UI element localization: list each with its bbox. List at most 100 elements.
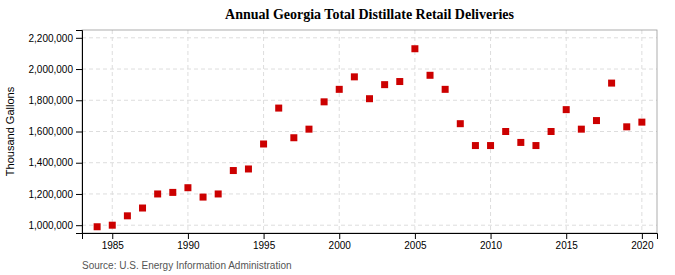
x-tick-mark [264,233,265,239]
point [245,165,252,172]
point [336,86,343,93]
point [578,126,585,133]
point [260,140,267,147]
y-tick-mark [76,69,82,70]
y-tick-label: 2,000,000 [29,64,74,75]
point [548,128,555,135]
point [608,80,615,87]
point [230,167,237,174]
x-tick: 2000 [329,233,352,251]
y-tick: 1,200,000 [29,189,83,200]
x-axis: 1985 1990 1995 2000 2005 2010 2015 2020 [83,233,658,251]
point [154,190,161,197]
point [502,128,509,135]
y-tick-label: 1,400,000 [29,157,74,168]
x-tick-label: 2010 [480,240,503,251]
x-axis-line [83,234,658,240]
x-tick-label: 2020 [631,240,654,251]
x-tick-mark [642,233,643,239]
point [169,189,176,196]
grid-line-x [263,30,264,233]
y-tick-mark [76,163,82,164]
point [381,81,388,88]
grid-line-y [82,37,657,38]
point [623,123,630,130]
point [275,105,282,112]
x-tick-label: 1990 [177,240,200,251]
x-tick-label: 2000 [329,240,352,251]
y-axis-title: Thousand Gallons [4,86,16,176]
y-tick-mark [76,100,82,101]
point [351,73,358,80]
grid-line-y [82,193,657,194]
point [321,98,328,105]
point [427,72,434,79]
y-axis: 1,000,000 1,200,000 1,400,000 1,600,000 1,80… [29,31,83,234]
point [215,190,222,197]
y-tick-label: 1,000,000 [29,220,74,231]
y-tick-mark [76,194,82,195]
y-tick-label: 1,600,000 [29,126,74,137]
plot: 1985 1990 1995 2000 2005 2010 2015 2020 1,000,00… [29,30,658,251]
y-tick-mark [76,38,82,39]
y-tick: 1,600,000 [29,126,83,137]
point [139,205,146,212]
x-tick-mark [491,233,492,239]
x-tick: 2005 [404,233,427,251]
point [305,126,312,133]
y-tick-label: 1,200,000 [29,189,74,200]
plot-frame [82,30,657,233]
y-axis-line [76,31,83,234]
chart: 1985 1990 1995 2000 2005 2010 2015 2020 1,000,00… [0,0,675,275]
point [396,78,403,85]
y-tick-label: 1,800,000 [29,95,74,106]
y-tick: 1,400,000 [29,157,83,168]
point [366,95,373,102]
point [472,142,479,149]
point [457,120,464,127]
x-tick-mark [339,233,340,239]
y-tick: 2,200,000 [29,33,83,44]
y-tick-label: 2,200,000 [29,33,74,44]
point [411,45,418,52]
point [184,184,191,191]
x-tick: 2015 [556,233,579,251]
y-tick: 1,800,000 [29,95,83,106]
grid-line-y [82,131,657,132]
source-annotation: Source: U.S. Energy Information Administ… [82,260,292,271]
points [94,45,646,230]
grid-line-y [82,225,657,226]
point [200,194,207,201]
grid-line-x [339,30,340,233]
point [290,134,297,141]
point [638,119,645,126]
x-tick: 1990 [177,233,200,251]
x-tick-label: 1995 [253,240,276,251]
point [94,223,101,230]
x-tick-mark [415,233,416,239]
x-tick: 1995 [253,233,276,251]
point [517,139,524,146]
title: Annual Georgia Total Distillate Retail D… [225,7,514,22]
y-tick-mark [76,132,82,133]
y-tick: 1,000,000 [29,220,83,231]
x-tick: 1985 [102,233,125,251]
x-tick-label: 2015 [556,240,579,251]
x-tick: 2010 [480,233,503,251]
x-tick-mark [188,233,189,239]
grid-line-y [82,162,657,163]
x-tick-mark [566,233,567,239]
y-tick: 2,000,000 [29,64,83,75]
grid-line-y [82,69,657,70]
point [124,212,131,219]
point [532,142,539,149]
x-tick: 2020 [631,233,654,251]
x-tick-mark [112,233,113,239]
point [442,86,449,93]
x-tick-label: 2005 [404,240,427,251]
x-tick-label: 1985 [102,240,125,251]
grid [82,30,657,233]
point [487,142,494,149]
point [593,117,600,124]
y-tick-mark [76,225,82,226]
